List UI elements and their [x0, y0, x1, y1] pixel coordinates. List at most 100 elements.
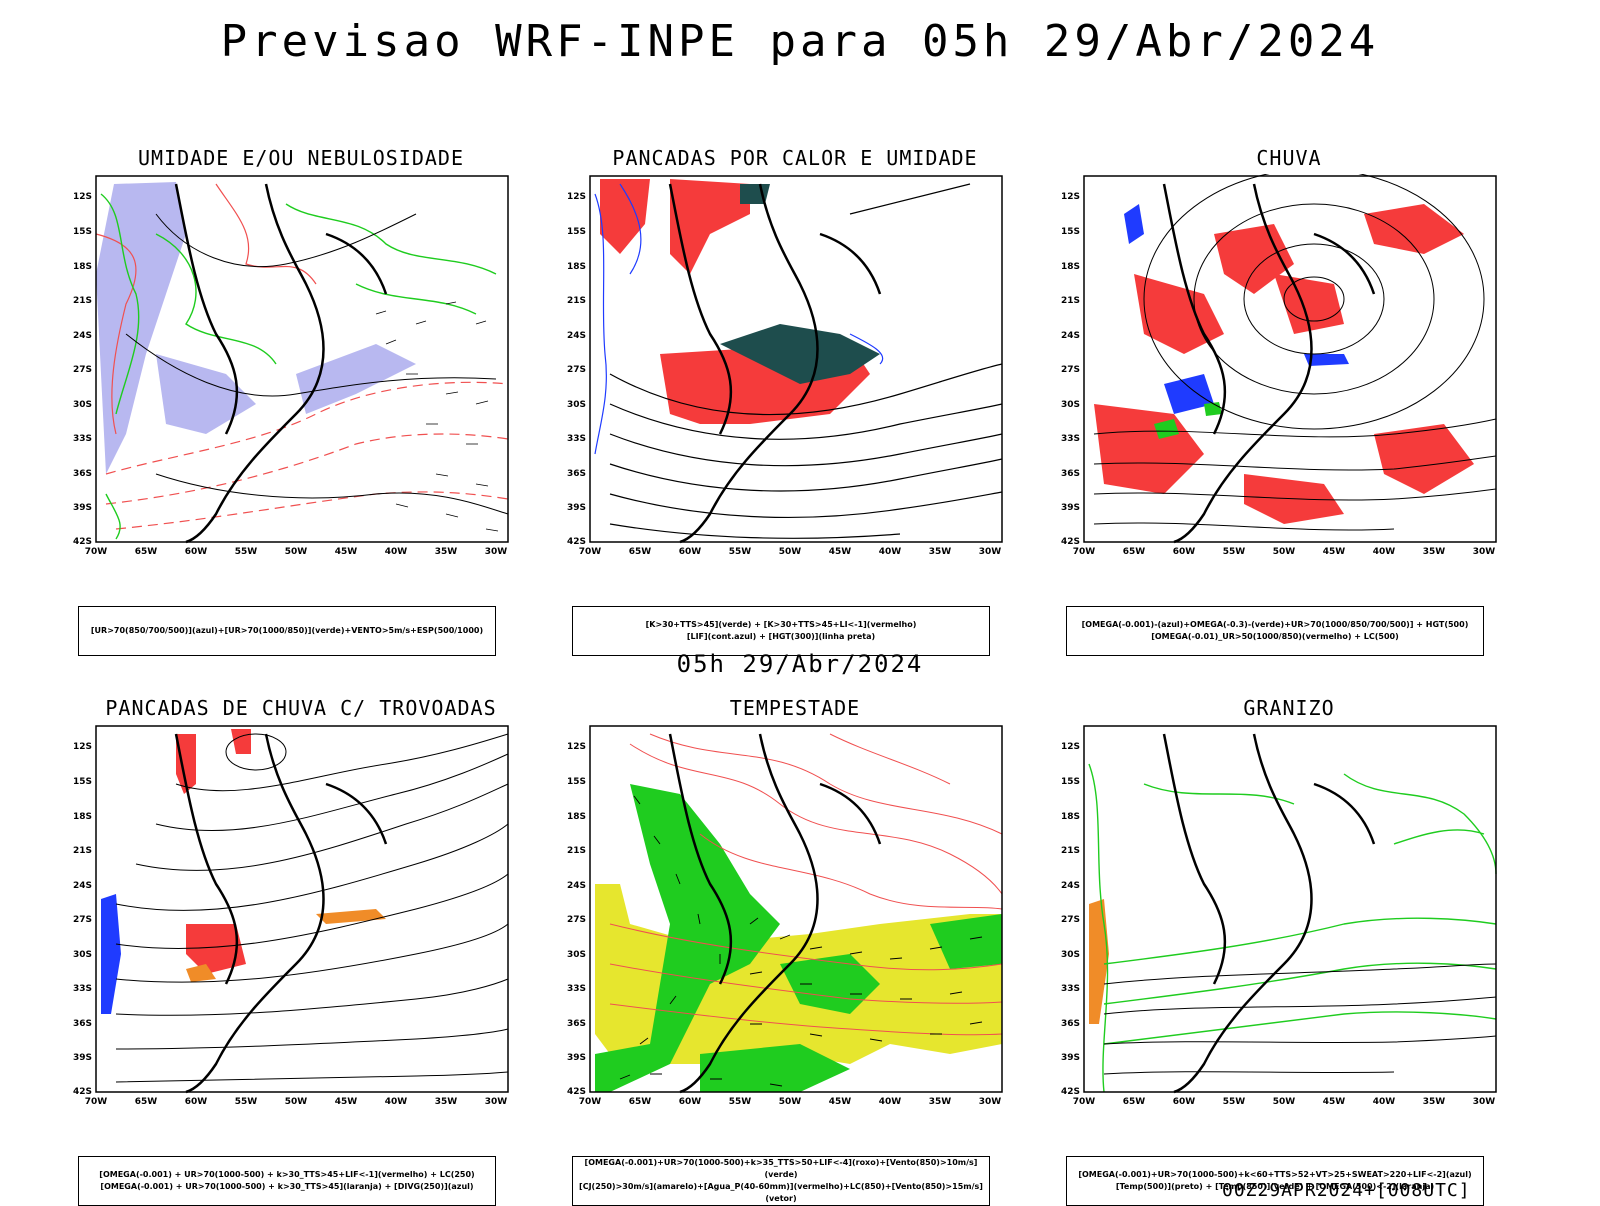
lat-ticks: 12S 15S 18S 21S 24S 27S 30S 33S 36S 39S … [1061, 192, 1080, 547]
panel-title: UMIDADE E/OU NEBULOSIDADE [137, 146, 465, 170]
svg-text:21S: 21S [73, 296, 92, 306]
svg-text:35W: 35W [1423, 547, 1446, 557]
coastline [1162, 183, 1376, 544]
blue-lif-contours [594, 183, 884, 455]
svg-text:12S: 12S [567, 742, 586, 752]
panel-title: CHUVA [1256, 146, 1322, 170]
svg-text:55W: 55W [1223, 547, 1246, 557]
svg-text:30W: 30W [1473, 547, 1496, 557]
svg-text:30S: 30S [73, 950, 92, 960]
svg-text:60W: 60W [185, 1097, 208, 1107]
svg-text:40W: 40W [879, 547, 902, 557]
svg-text:40W: 40W [879, 1097, 902, 1107]
svg-text:15S: 15S [73, 777, 92, 787]
svg-text:42S: 42S [73, 1087, 92, 1097]
svg-text:36S: 36S [73, 469, 92, 479]
svg-text:39S: 39S [1061, 503, 1080, 513]
svg-text:30S: 30S [567, 400, 586, 410]
svg-text:30S: 30S [73, 400, 92, 410]
svg-text:30S: 30S [567, 950, 586, 960]
svg-text:60W: 60W [679, 547, 702, 557]
svg-text:18S: 18S [73, 262, 92, 272]
svg-text:50W: 50W [1273, 1097, 1296, 1107]
svg-text:70W: 70W [85, 1097, 108, 1107]
svg-text:40W: 40W [385, 1097, 408, 1107]
svg-text:33S: 33S [1061, 984, 1080, 994]
coastline [1162, 733, 1376, 1094]
svg-text:65W: 65W [1123, 547, 1146, 557]
coastline [174, 183, 388, 544]
svg-text:35W: 35W [929, 1097, 952, 1107]
forecast-time-label: 05h 29/Abr/2024 [676, 650, 924, 678]
svg-text:18S: 18S [73, 812, 92, 822]
svg-text:33S: 33S [73, 434, 92, 444]
svg-text:50W: 50W [285, 1097, 308, 1107]
svg-text:39S: 39S [567, 503, 586, 513]
svg-text:21S: 21S [73, 846, 92, 856]
lon-ticks: 70W 65W 60W 55W 50W 45W 40W 35W 30W [579, 547, 1002, 557]
svg-text:36S: 36S [1061, 1019, 1080, 1029]
svg-text:27S: 27S [1061, 365, 1080, 375]
svg-text:18S: 18S [567, 262, 586, 272]
svg-text:50W: 50W [1273, 547, 1296, 557]
svg-text:60W: 60W [679, 1097, 702, 1107]
lat-ticks: 12S 15S 18S 21S 24S 27S 30S 33S 36S 39S … [1061, 742, 1080, 1097]
svg-text:24S: 24S [567, 331, 586, 341]
panel-tempestade: TEMPESTADE 12S [550, 696, 1040, 1206]
hgt300-contours [609, 183, 1003, 539]
panel-legend: [OMEGA(-0.001)-(azul)+OMEGA(-0.3)-(verde… [1066, 606, 1484, 656]
svg-text:42S: 42S [1061, 537, 1080, 547]
svg-text:15S: 15S [1061, 777, 1080, 787]
svg-text:30S: 30S [1061, 950, 1080, 960]
svg-text:45W: 45W [1323, 1097, 1346, 1107]
lat-ticks: 12S 15S 18S 21S 24S 27S 30S 33S 36S 39S … [73, 742, 92, 1097]
svg-text:30W: 30W [979, 547, 1002, 557]
svg-text:21S: 21S [567, 296, 586, 306]
svg-text:18S: 18S [1061, 812, 1080, 822]
svg-text:55W: 55W [235, 547, 258, 557]
coastline [174, 733, 388, 1094]
svg-text:12S: 12S [567, 192, 586, 202]
green-contours [100, 193, 497, 540]
svg-text:27S: 27S [73, 365, 92, 375]
svg-text:35W: 35W [435, 1097, 458, 1107]
svg-text:60W: 60W [1173, 1097, 1196, 1107]
page-title: Previsao WRF-INPE para 05h 29/Abr/2024 [220, 16, 1380, 67]
panel-granizo: GRANIZO 12S 15S 18S [1044, 696, 1534, 1206]
svg-text:39S: 39S [567, 1053, 586, 1063]
blue-areas [101, 894, 121, 1014]
hgt500-contours [1093, 174, 1497, 531]
svg-text:70W: 70W [85, 547, 108, 557]
svg-text:55W: 55W [235, 1097, 258, 1107]
lon-ticks: 70W 65W 60W 55W 50W 45W 40W 35W 30W [579, 1097, 1002, 1107]
svg-text:30W: 30W [1473, 1097, 1496, 1107]
svg-text:30W: 30W [979, 1097, 1002, 1107]
panel-pancadas-calor: PANCADAS POR CALOR E UMIDADE [550, 146, 1040, 656]
svg-text:15S: 15S [73, 227, 92, 237]
streamlines [115, 733, 509, 1083]
panel-chuva: CHUVA [1044, 146, 1534, 656]
svg-text:55W: 55W [729, 1097, 752, 1107]
svg-text:36S: 36S [1061, 469, 1080, 479]
map-trovoadas: 12S 15S 18S 21S 24S 27S 30S 33S 36S 39S … [73, 725, 509, 1107]
svg-text:33S: 33S [1061, 434, 1080, 444]
svg-text:45W: 45W [829, 547, 852, 557]
svg-text:27S: 27S [567, 915, 586, 925]
svg-text:70W: 70W [1073, 1097, 1096, 1107]
svg-text:60W: 60W [185, 547, 208, 557]
svg-text:24S: 24S [1061, 331, 1080, 341]
svg-text:27S: 27S [1061, 915, 1080, 925]
panel-title: GRANIZO [1243, 696, 1335, 720]
lat-ticks: 12S 15S 18S 21S 24S 27S 30S 33S 36S 39S … [73, 192, 92, 547]
svg-text:30S: 30S [1061, 400, 1080, 410]
svg-text:12S: 12S [73, 742, 92, 752]
svg-text:65W: 65W [1123, 1097, 1146, 1107]
svg-text:21S: 21S [1061, 296, 1080, 306]
svg-text:33S: 33S [73, 984, 92, 994]
svg-text:50W: 50W [779, 547, 802, 557]
green-wind-areas [595, 784, 1002, 1092]
svg-text:12S: 12S [1061, 192, 1080, 202]
svg-text:40W: 40W [1373, 547, 1396, 557]
svg-text:60W: 60W [1173, 547, 1196, 557]
red-lc-contours [609, 733, 1003, 1036]
